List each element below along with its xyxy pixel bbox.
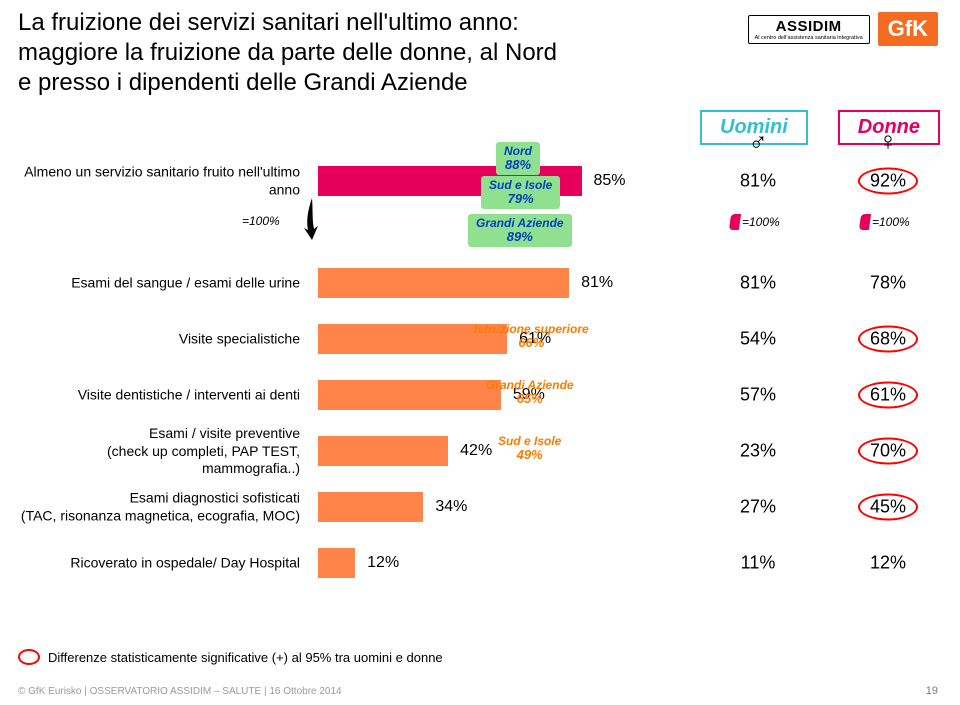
donne-value: 70%	[848, 438, 928, 465]
bar-value-label: 81%	[581, 274, 613, 292]
uomini-value: 54%	[718, 329, 798, 350]
bar-fill: 12%	[318, 548, 355, 578]
uomini-value: 81%	[718, 273, 798, 294]
uomini-value: 57%	[718, 385, 798, 406]
uomini-value: 11%	[718, 553, 798, 574]
female-symbol-icon: ♀	[848, 126, 928, 157]
title-line-3: e presso i dipendenti delle Grandi Azien…	[18, 68, 668, 98]
bar-fill: 81%	[318, 268, 569, 298]
assidim-logo-sub: Al centro dell'assistenza sanitaria inte…	[755, 35, 863, 41]
annotation-badge: Nord88%	[496, 142, 540, 175]
row-label: Esami / visite preventive(check up compl…	[18, 425, 308, 478]
male-symbol-icon: ♂	[718, 126, 798, 157]
assidim-logo: ASSIDIM Al centro dell'assistenza sanita…	[748, 15, 870, 44]
uomini-value: 27%	[718, 497, 798, 518]
footer-copyright: © GfK Eurisko | OSSERVATORIO ASSIDIM – S…	[18, 686, 342, 697]
row-label: Ricoverato in ospedale/ Day Hospital	[18, 554, 308, 572]
uomini-value: 23%	[718, 441, 798, 462]
row-label: Visite specialistiche	[18, 330, 308, 348]
chart-row: Visite specialistiche61%54%68%Istruzione…	[18, 318, 942, 360]
bar-fill: 59%	[318, 380, 501, 410]
annotation-badge: Sud e Isole49%	[490, 432, 569, 465]
significance-note: Differenze statisticamente significative…	[18, 649, 443, 665]
donne-value: 78%	[848, 273, 928, 294]
page-number: 19	[926, 685, 938, 697]
bar-fill: 34%	[318, 492, 423, 522]
chart-row: Esami del sangue / esami delle urine 81% 8…	[18, 262, 942, 304]
ref-100-text: =100%	[742, 215, 780, 229]
bar-chart: Almeno un servizio sanitario fruito nell…	[18, 160, 942, 598]
ref-100-flag: =100%	[730, 214, 780, 230]
annotation-badge: Grandi Aziende89%	[468, 214, 572, 247]
bar-track: 42%	[318, 436, 628, 466]
assidim-logo-text: ASSIDIM	[755, 18, 863, 35]
bar-track: 81%	[318, 268, 628, 298]
bar-value-label: 34%	[435, 498, 467, 516]
annotation-badge: Sud e Isole79%	[481, 176, 560, 209]
ref-100-text: =100%	[872, 215, 910, 229]
bar-track: 85%	[318, 166, 628, 196]
bar-track: 12%	[318, 548, 628, 578]
uomini-value: 81%	[718, 171, 798, 192]
chart-row: Almeno un servizio sanitario fruito nell…	[18, 160, 942, 202]
row-label: Visite dentistiche / interventi ai denti	[18, 386, 308, 404]
chart-row: Esami / visite preventive(check up compl…	[18, 430, 942, 472]
annotation-badge: Grandi Aziende65%	[478, 376, 582, 409]
title-line-2: maggiore la fruizione da parte delle don…	[18, 38, 668, 68]
row-label: Esami diagnostici sofisticati(TAC, rison…	[18, 490, 308, 525]
arrow-icon	[303, 198, 321, 240]
donne-value: 61%	[848, 382, 928, 409]
bar-value-label: 85%	[593, 172, 625, 190]
chart-row: Esami diagnostici sofisticati(TAC, rison…	[18, 486, 942, 528]
bar-fill: 42%	[318, 436, 448, 466]
ref-100-label: =100%	[242, 214, 280, 228]
gfk-logo: GfK	[878, 12, 938, 46]
donne-value: 45%	[848, 494, 928, 521]
bar-track: 34%	[318, 492, 628, 522]
donne-value: 92%	[848, 168, 928, 195]
bar-value-label: 42%	[460, 442, 492, 460]
donne-value: 12%	[848, 553, 928, 574]
chart-row: Ricoverato in ospedale/ Day Hospital 12% 1…	[18, 542, 942, 584]
flag-icon	[729, 214, 741, 230]
flag-icon	[859, 214, 871, 230]
slide-title: La fruizione dei servizi sanitari nell'u…	[18, 8, 668, 98]
chart-row: Visite dentistiche / interventi ai denti…	[18, 374, 942, 416]
significance-note-text: Differenze statisticamente significative…	[48, 650, 443, 665]
ref-100-flag: =100%	[860, 214, 910, 230]
row-label: Esami del sangue / esami delle urine	[18, 274, 308, 292]
title-line-1: La fruizione dei servizi sanitari nell'u…	[18, 8, 668, 38]
logo-group: ASSIDIM Al centro dell'assistenza sanita…	[748, 12, 938, 46]
bar-value-label: 12%	[367, 554, 399, 572]
annotation-badge: Istruzione superiore66%	[466, 320, 597, 353]
oval-legend-icon	[18, 649, 40, 665]
row-label: Almeno un servizio sanitario fruito nell…	[18, 164, 308, 199]
donne-value: 68%	[848, 326, 928, 353]
